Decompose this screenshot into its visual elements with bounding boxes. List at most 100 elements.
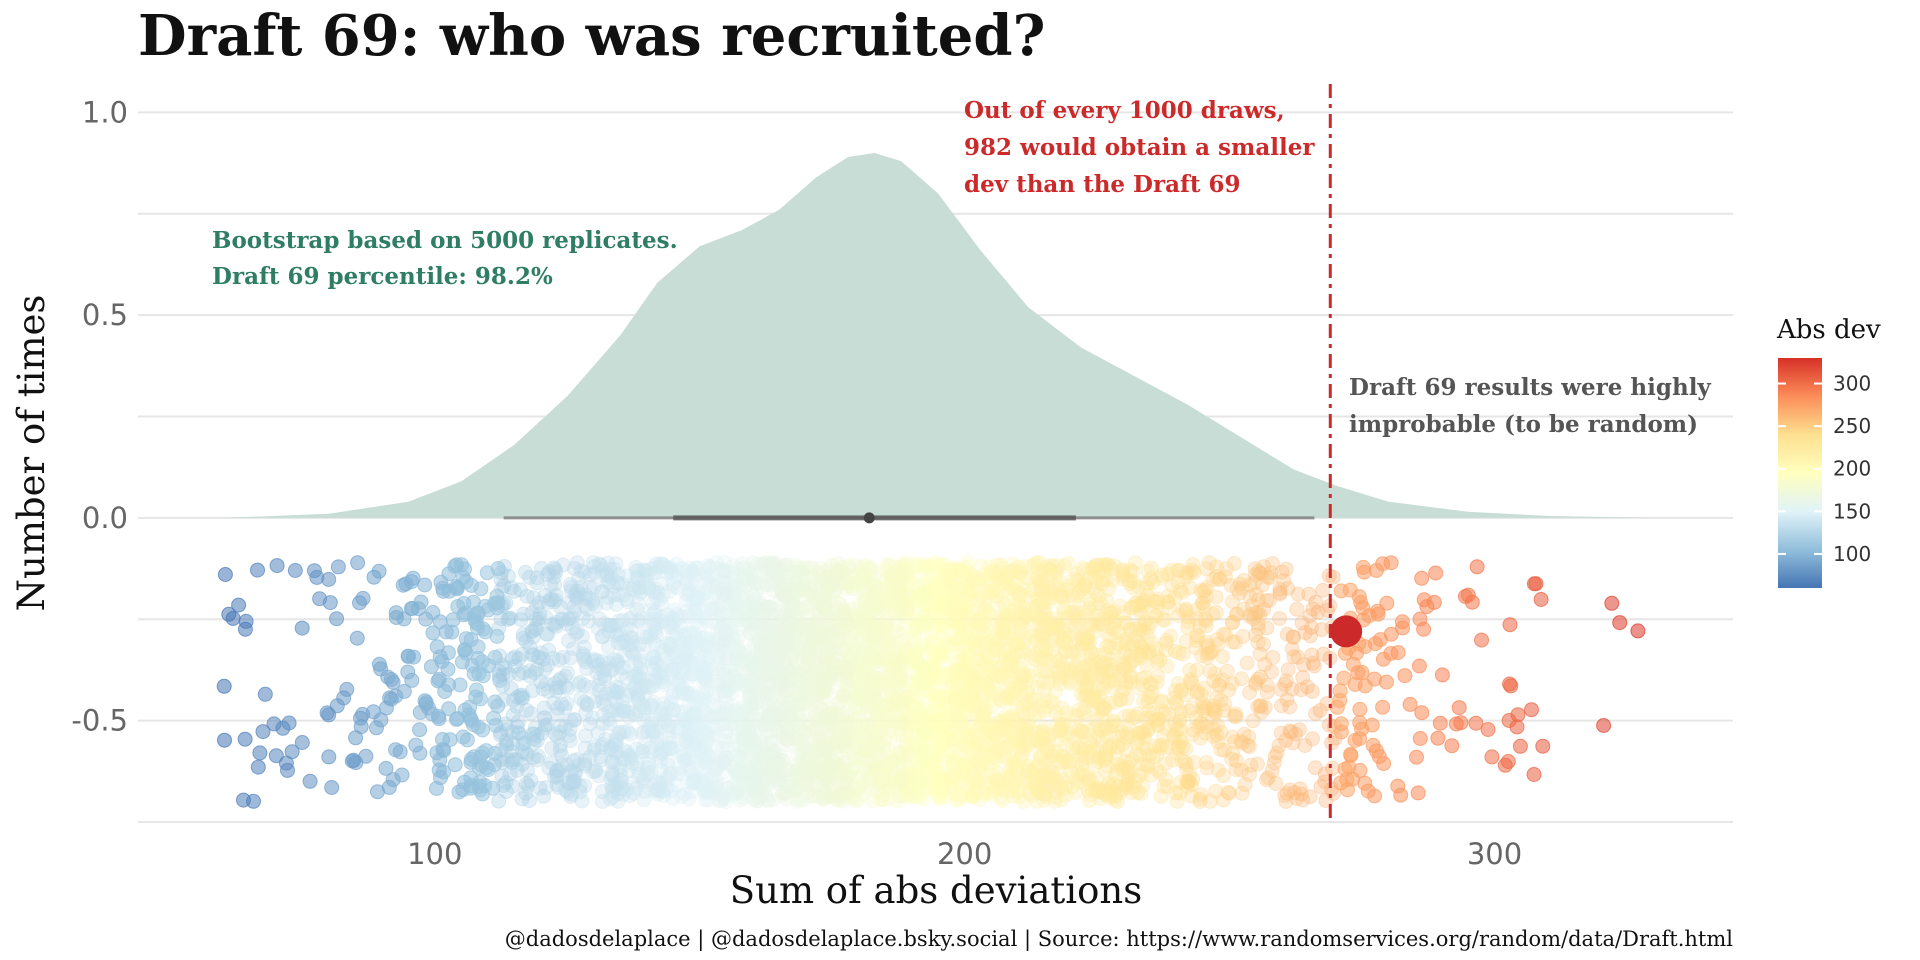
jitter-point: [813, 742, 829, 758]
jitter-point: [1249, 756, 1265, 772]
jitter-point: [509, 699, 525, 715]
jitter-point: [858, 558, 874, 574]
jitter-point: [654, 745, 670, 761]
jitter-point: [1184, 776, 1199, 792]
jitter-point: [636, 774, 651, 790]
jitter-point: [799, 714, 814, 730]
jitter-point: [875, 768, 891, 784]
jitter-point: [779, 608, 795, 624]
jitter-point: [294, 620, 310, 636]
jitter-point: [532, 780, 548, 796]
jitter-point: [1115, 571, 1131, 587]
jitter-point: [1305, 601, 1321, 617]
jitter-point: [1357, 775, 1373, 791]
jitter-point: [997, 731, 1013, 747]
jitter-point: [705, 689, 721, 704]
jitter-point: [1037, 649, 1053, 665]
jitter-point: [954, 696, 970, 712]
jitter-point: [765, 641, 780, 657]
jitter-point: [744, 699, 760, 715]
jitter-point: [1169, 721, 1185, 737]
jitter-point: [1143, 615, 1159, 631]
jitter-point: [469, 615, 485, 631]
jitter-point: [675, 749, 691, 765]
jitter-point: [280, 762, 295, 778]
jitter-point: [1117, 660, 1133, 676]
jitter-point: [902, 595, 918, 611]
jitter-point: [915, 720, 931, 736]
jitter-point: [664, 713, 680, 729]
jitter-point: [454, 654, 470, 670]
jitter-point: [1078, 688, 1094, 704]
jitter-point: [1228, 753, 1244, 769]
jitter-point: [956, 651, 972, 666]
jitter-point: [788, 729, 804, 745]
jitter-point: [628, 707, 644, 723]
jitter-point: [1037, 590, 1052, 606]
jitter-point: [1139, 757, 1155, 772]
jitter-point: [687, 605, 703, 620]
jitter-point: [1213, 725, 1229, 740]
jitter-point: [903, 774, 919, 790]
jitter-point: [932, 642, 948, 658]
jitter-point: [492, 668, 507, 684]
jitter-point: [688, 599, 704, 615]
jitter-point: [500, 752, 516, 768]
jitter-point: [1196, 680, 1212, 696]
jitter-point: [1136, 693, 1151, 709]
jitter-point: [812, 730, 828, 746]
jitter-point: [1243, 757, 1259, 773]
jitter-point: [1130, 706, 1145, 722]
jitter-point: [1248, 674, 1264, 690]
jitter-point: [916, 556, 932, 572]
jitter-point: [791, 639, 807, 655]
jitter-point: [797, 617, 813, 633]
jitter-point: [1297, 738, 1313, 753]
jitter-point: [846, 729, 862, 745]
jitter-point: [1178, 633, 1194, 649]
jitter-point: [1604, 595, 1620, 611]
jitter-point: [789, 641, 805, 657]
jitter-point: [606, 652, 622, 668]
jitter-point: [760, 709, 776, 725]
jitter-point: [321, 749, 337, 765]
jitter-point: [594, 693, 610, 709]
jitter-point: [712, 642, 728, 658]
jitter-point: [611, 775, 627, 791]
jitter-point: [526, 726, 542, 742]
jitter-point: [217, 567, 233, 582]
jitter-point: [767, 640, 783, 656]
jitter-point: [1003, 664, 1019, 679]
jitter-point: [876, 581, 892, 597]
jitter-point: [524, 623, 540, 639]
jitter-point: [953, 711, 969, 727]
jitter-point: [904, 731, 920, 746]
jitter-point: [355, 590, 371, 606]
jitter-point: [466, 666, 482, 682]
jitter-point: [952, 631, 968, 647]
jitter-point: [591, 678, 607, 693]
jitter-point: [717, 565, 733, 581]
jitter-point: [593, 739, 609, 755]
jitter-point: [517, 745, 533, 761]
jitter-point: [473, 581, 489, 597]
jitter-point: [1175, 646, 1191, 662]
jitter-point: [828, 679, 844, 695]
jitter-point: [986, 584, 1002, 600]
jitter-point: [919, 710, 935, 726]
jitter-point: [752, 768, 768, 783]
jitter-point: [1011, 782, 1027, 798]
jitter-point: [681, 697, 697, 713]
jitter-point: [851, 687, 867, 703]
jitter-point: [1336, 670, 1352, 686]
jitter-point: [716, 637, 732, 653]
jitter-point: [978, 676, 994, 692]
jitter-point: [1110, 636, 1126, 652]
jitter-point: [1005, 712, 1021, 728]
jitter-point: [819, 768, 834, 783]
jitter-point: [892, 578, 908, 594]
jitter-point: [869, 710, 885, 726]
jitter-point: [698, 708, 714, 724]
jitter-point: [553, 718, 569, 734]
